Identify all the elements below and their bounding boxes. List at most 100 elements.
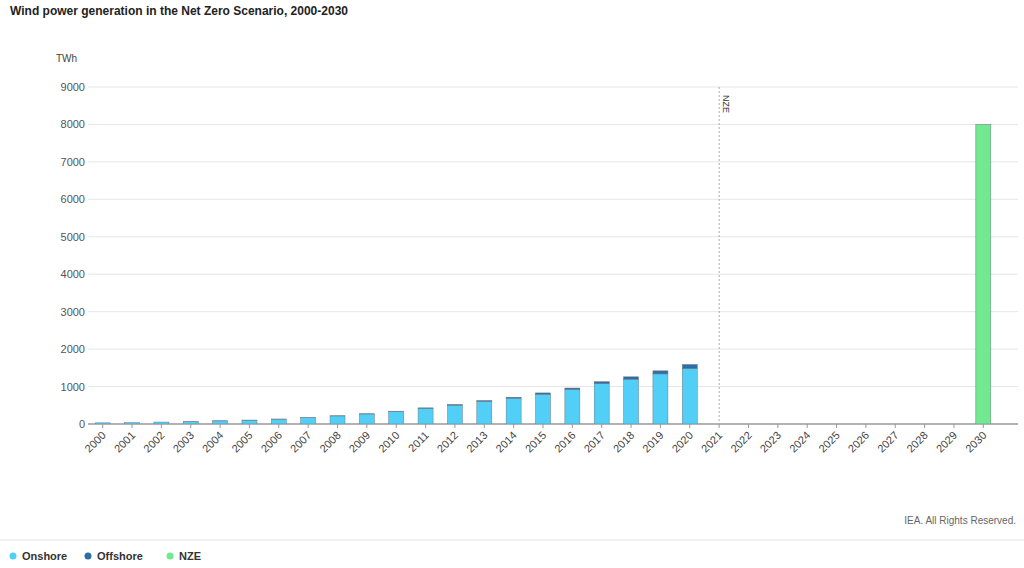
bar: [536, 393, 551, 394]
bar: [213, 420, 228, 421]
x-tick: [220, 424, 221, 428]
bar: [330, 416, 345, 424]
bar: [594, 384, 609, 424]
x-tick-label: 2012: [435, 429, 461, 455]
grid-line: [88, 274, 1018, 275]
legend-label: Onshore: [22, 550, 67, 562]
bar: [95, 423, 110, 424]
x-tick-label: 2022: [728, 429, 754, 455]
bar: [447, 405, 462, 424]
bar: [183, 422, 198, 424]
x-tick: [953, 424, 954, 428]
grid-line: [88, 349, 1018, 350]
bar: [301, 417, 316, 418]
legend-label: NZE: [179, 550, 201, 562]
legend-marker: [10, 553, 17, 560]
y-tick-label: 9000: [61, 81, 85, 93]
x-tick: [337, 424, 338, 428]
x-tick: [689, 424, 690, 428]
x-tick: [719, 424, 720, 428]
x-tick: [484, 424, 485, 428]
x-tick: [807, 424, 808, 428]
bars: [95, 124, 991, 424]
x-tick: [396, 424, 397, 428]
y-tick-label: 5000: [61, 231, 85, 243]
x-tick: [660, 424, 661, 428]
x-tick-label: 2029: [934, 429, 960, 455]
x-tick-label: 2005: [229, 429, 255, 455]
bar: [418, 408, 433, 424]
bar: [125, 423, 140, 424]
x-tick: [161, 424, 162, 428]
bar: [271, 419, 286, 424]
grid-line: [88, 236, 1018, 237]
bar: [154, 422, 169, 424]
x-tick-label: 2021: [699, 429, 725, 455]
separator: [0, 540, 1024, 541]
credit: IEA. All Rights Reserved.: [904, 515, 1016, 526]
x-tick: [513, 424, 514, 428]
bar: [359, 414, 374, 424]
x-tick-label: 2007: [288, 429, 314, 455]
grid-line: [88, 311, 1018, 312]
annotation: NZE: [721, 95, 731, 113]
bar: [565, 390, 580, 424]
x-tick-label: 2004: [200, 429, 226, 455]
bar: [95, 422, 110, 423]
x-tick: [777, 424, 778, 428]
bar: [565, 388, 580, 389]
bar: [242, 420, 257, 424]
x-tick-label: 2016: [552, 429, 578, 455]
grid-line: [88, 161, 1018, 162]
x-tick: [865, 424, 866, 428]
bar: [653, 374, 668, 424]
grid-line: [88, 386, 1018, 387]
x-tick-label: 2008: [317, 429, 343, 455]
x-tick-label: 2027: [875, 429, 901, 455]
x-tick-label: 2015: [523, 429, 549, 455]
x-tick-label: 2023: [757, 429, 783, 455]
x-tick: [601, 424, 602, 428]
bar: [242, 420, 257, 421]
x-tick-label: 2014: [493, 429, 519, 455]
y-tick-label: 7000: [61, 156, 85, 168]
x-tick-label: 2000: [82, 429, 108, 455]
x-tick: [249, 424, 250, 428]
bar: [506, 397, 521, 399]
x-tick-label: 2010: [376, 429, 402, 455]
x-tick: [454, 424, 455, 428]
x-tick-label: 2025: [816, 429, 842, 455]
bar: [682, 364, 697, 368]
bar: [389, 411, 404, 412]
bar: [536, 394, 551, 424]
bar: [447, 404, 462, 406]
x-tick-label: 2026: [846, 429, 872, 455]
y-tick-label: 4000: [61, 268, 85, 280]
grid-line: [88, 87, 1018, 88]
x-tick: [190, 424, 191, 428]
y-tick-label: 1000: [61, 381, 85, 393]
x-tick: [895, 424, 896, 428]
y-axis-label: TWh: [56, 53, 77, 64]
bar: [125, 422, 140, 423]
grid-line: [88, 124, 1018, 125]
title: Wind power generation in the Net Zero Sc…: [10, 4, 348, 18]
x-tick-label: 2028: [904, 429, 930, 455]
bar: [330, 415, 345, 416]
x-tick: [366, 424, 367, 428]
x-tick-label: 2017: [581, 429, 607, 455]
x-tick-label: 2011: [406, 429, 431, 454]
x-tick-label: 2002: [141, 429, 167, 455]
x-tick-label: 2018: [611, 429, 637, 455]
y-tick-label: 8000: [61, 118, 85, 130]
annotation-line: [719, 87, 720, 424]
y-tick-label: 2000: [61, 343, 85, 355]
bar: [154, 422, 169, 423]
x-tick-label: 2001: [112, 429, 138, 455]
bar: [976, 124, 991, 424]
bar: [213, 421, 228, 424]
bar: [506, 398, 521, 424]
bar: [359, 413, 374, 414]
x-tick: [278, 424, 279, 428]
x-tick: [132, 424, 133, 428]
